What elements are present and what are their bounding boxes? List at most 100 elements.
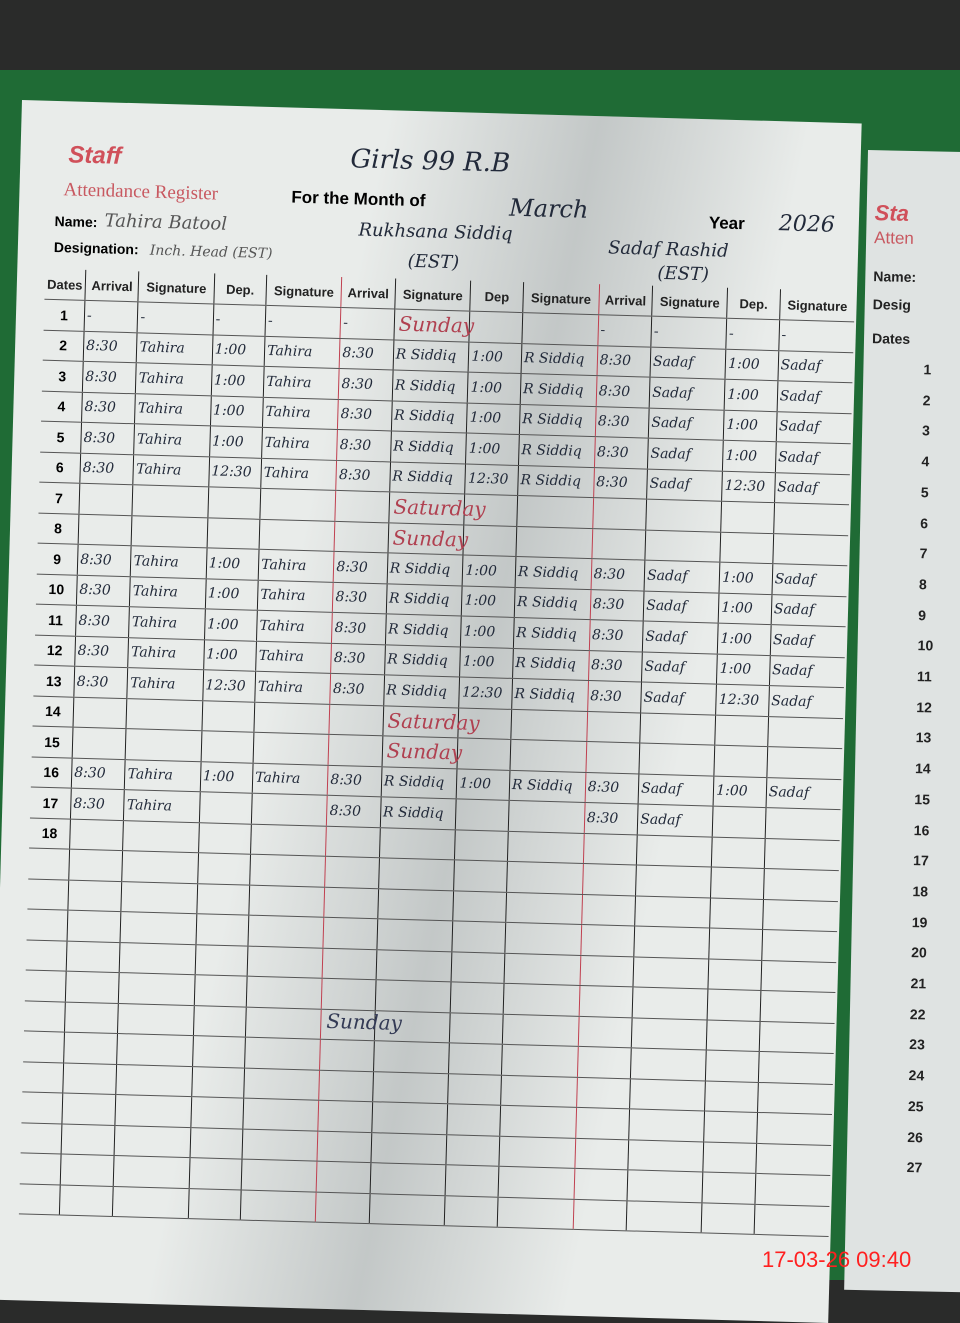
date-cell bbox=[22, 1061, 64, 1094]
attendance-cell bbox=[197, 852, 251, 885]
attendance-cell: Tahira bbox=[263, 366, 340, 399]
month-value: March bbox=[508, 193, 589, 224]
attendance-cell bbox=[761, 929, 838, 963]
attendance-cell bbox=[188, 1157, 243, 1190]
date-cell: 6 bbox=[39, 451, 81, 484]
attendance-cell: 1:00 bbox=[716, 653, 771, 686]
photo-timestamp: 17-03-26 09:40 bbox=[762, 1247, 912, 1272]
year-label: Year bbox=[708, 213, 746, 234]
attendance-cell bbox=[241, 1159, 318, 1192]
attendance-cell: 1:00 bbox=[713, 775, 767, 808]
attendance-cell bbox=[242, 1098, 319, 1131]
date-cell: 11 bbox=[35, 604, 77, 636]
attendance-cell: Tahira bbox=[124, 759, 201, 792]
attendance-cell bbox=[579, 954, 634, 987]
date-cell bbox=[21, 1091, 63, 1124]
attendance-cell: Tahira bbox=[135, 362, 212, 396]
attendance-cell bbox=[755, 1142, 832, 1176]
register-title: Staff bbox=[68, 141, 122, 170]
attendance-cell: Tahira bbox=[136, 332, 213, 365]
attendance-cell: 1:00 bbox=[467, 372, 521, 405]
attendance-cell: 12:30 bbox=[208, 456, 262, 489]
date-cell: 12 bbox=[34, 634, 76, 667]
attendance-cell bbox=[114, 1125, 191, 1158]
attendance-cell: 8:30 bbox=[333, 551, 388, 584]
attendance-cell bbox=[65, 971, 120, 1004]
date-cell: 9 bbox=[36, 543, 79, 575]
attendance-cell bbox=[453, 890, 507, 923]
right-date-label: 27 bbox=[906, 1159, 923, 1176]
attendance-cell bbox=[709, 897, 764, 930]
date-cell bbox=[18, 1183, 61, 1215]
attendance-cell: 8:30 bbox=[338, 368, 393, 401]
attendance-cell bbox=[758, 1020, 835, 1054]
right-date-label: 25 bbox=[907, 1097, 924, 1115]
attendance-cell bbox=[63, 1032, 118, 1065]
attendance-cell: 8:30 bbox=[596, 345, 651, 378]
right-date-label: 20 bbox=[911, 944, 927, 961]
column-header: Arrival bbox=[84, 269, 140, 302]
attendance-cell bbox=[113, 1155, 190, 1189]
attendance-cell bbox=[62, 1062, 118, 1095]
date-cell: 8 bbox=[37, 512, 79, 545]
attendance-cell: 1:00 bbox=[205, 547, 260, 580]
attendance-cell bbox=[68, 849, 124, 882]
attendance-cell bbox=[505, 891, 583, 925]
column-header: Arrival bbox=[598, 284, 653, 317]
attendance-cell: - bbox=[650, 316, 727, 349]
note-sunday: Sunday bbox=[326, 1008, 403, 1035]
attendance-cell bbox=[194, 944, 249, 977]
attendance-cell bbox=[449, 1012, 504, 1045]
school-name: Girls 99 R.B bbox=[350, 144, 511, 179]
attendance-cell: Sadaf bbox=[775, 441, 851, 475]
staff-designation-1: Inch. Head (EST) bbox=[149, 242, 273, 263]
attendance-cell: 8:30 bbox=[336, 429, 392, 462]
attendance-cell bbox=[369, 1162, 447, 1196]
attendance-cell bbox=[189, 1127, 243, 1160]
attendance-cell: R Siddiq bbox=[386, 583, 463, 616]
attendance-cell: 8:30 bbox=[594, 436, 649, 469]
attendance-cell bbox=[260, 488, 337, 521]
column-header: Signature bbox=[138, 271, 215, 304]
attendance-cell bbox=[195, 913, 249, 946]
attendance-cell bbox=[703, 1110, 758, 1143]
attendance-cell bbox=[72, 727, 127, 760]
attendance-cell bbox=[192, 1035, 246, 1068]
attendance-cell bbox=[702, 1171, 756, 1204]
right-page-subtitle: Atten bbox=[873, 228, 915, 248]
attendance-cell: 8:30 bbox=[81, 391, 136, 424]
attendance-cell bbox=[509, 739, 587, 772]
attendance-cell: Tahira bbox=[134, 423, 211, 457]
attendance-cell bbox=[516, 495, 594, 529]
attendance-cell bbox=[66, 940, 121, 973]
attendance-cell: R Siddiq bbox=[391, 400, 468, 434]
attendance-cell: Tahira bbox=[133, 454, 210, 487]
column-header: Arrival bbox=[341, 277, 396, 309]
attendance-cell bbox=[240, 1189, 317, 1223]
attendance-cell bbox=[445, 1164, 499, 1197]
attendance-cell bbox=[763, 868, 839, 902]
attendance-cell bbox=[248, 915, 325, 948]
attendance-cell bbox=[444, 1195, 499, 1228]
right-date-label: 10 bbox=[917, 637, 934, 654]
attendance-cell: - bbox=[137, 301, 214, 335]
staff-designation-2: (EST) bbox=[407, 250, 460, 274]
attendance-cell bbox=[190, 1096, 244, 1129]
date-cell: 2 bbox=[42, 329, 85, 362]
attendance-cell bbox=[510, 708, 588, 742]
attendance-cell bbox=[121, 881, 198, 914]
right-date-label: 3 bbox=[921, 422, 931, 439]
attendance-cell: Tahira bbox=[130, 545, 207, 579]
attendance-cell bbox=[451, 951, 505, 984]
attendance-cell bbox=[335, 490, 390, 523]
attendance-cell bbox=[250, 823, 327, 857]
attendance-cell: Sadaf bbox=[644, 560, 721, 593]
attendance-cell bbox=[379, 827, 456, 860]
attendance-cell bbox=[627, 1139, 704, 1172]
attendance-cell: 1:00 bbox=[723, 409, 777, 442]
attendance-cell: R Siddiq bbox=[389, 461, 466, 495]
attendance-cell: 1:00 bbox=[465, 433, 520, 466]
attendance-cell bbox=[508, 800, 585, 833]
right-date-label: 16 bbox=[913, 821, 930, 838]
attendance-cell: - bbox=[726, 318, 780, 351]
